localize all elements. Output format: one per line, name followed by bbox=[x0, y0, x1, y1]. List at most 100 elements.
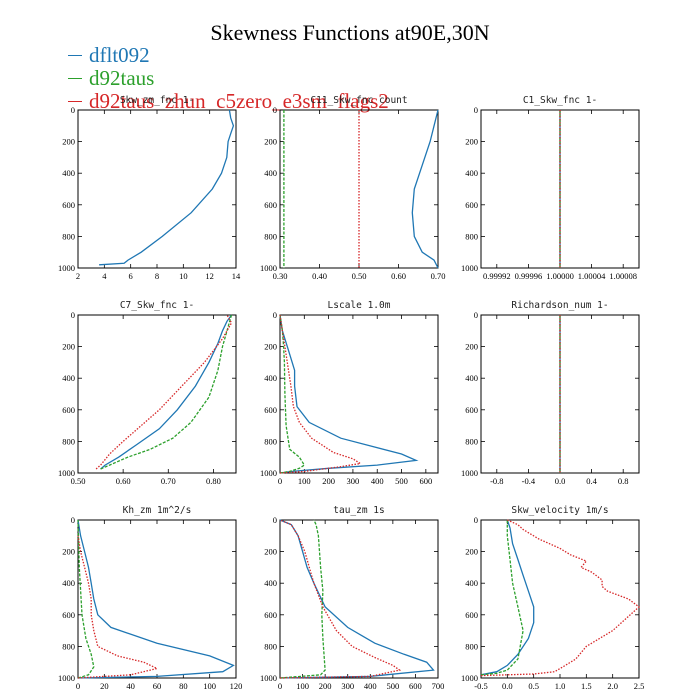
x-tick-label: 4 bbox=[102, 271, 107, 281]
x-tick-label: 14 bbox=[232, 271, 241, 281]
x-tick-label: 400 bbox=[364, 681, 377, 691]
x-tick-label: 0.0 bbox=[555, 476, 566, 486]
series-line bbox=[480, 519, 641, 677]
legend-entry: dflt092 bbox=[68, 44, 389, 67]
series-line bbox=[480, 520, 524, 676]
legend-entry: d92taus_zhun_c5zero_e3sm_flags2 bbox=[68, 90, 389, 113]
x-tick-label: 0.60 bbox=[116, 476, 131, 486]
legend-label: dflt092 bbox=[89, 43, 150, 67]
series-line bbox=[100, 314, 233, 470]
series-line bbox=[279, 519, 402, 679]
x-tick-label: 200 bbox=[319, 681, 332, 691]
plot-frame bbox=[77, 519, 237, 679]
x-tick-label: 0.0 bbox=[502, 681, 513, 691]
panel: Kh_zm 1m^2/s 0 20 40 60 80 100 120 0 200 400 600 800… bbox=[58, 505, 242, 691]
figure-title: Skewness Functions at90E,30N bbox=[210, 20, 490, 45]
y-tick-label: 200 bbox=[62, 342, 75, 352]
y-tick-label: 0 bbox=[474, 105, 478, 115]
legend-entry: d92taus bbox=[68, 67, 389, 90]
legend-label: d92taus bbox=[89, 66, 155, 90]
y-tick-label: 600 bbox=[264, 200, 277, 210]
x-tick-label: 600 bbox=[419, 476, 432, 486]
legend-line-swatch bbox=[68, 101, 82, 102]
x-tick-label: 0.80 bbox=[206, 476, 221, 486]
y-tick-label: 600 bbox=[264, 610, 277, 620]
x-tick-label: 1.00000 bbox=[546, 271, 574, 281]
y-tick-label: 600 bbox=[62, 405, 75, 415]
panel: Richardson_num 1- -0.8 -0.4 0.0 0.4 0.8 0 200 40… bbox=[461, 300, 640, 486]
series-line bbox=[480, 519, 535, 676]
x-tick-label: -0.4 bbox=[522, 476, 536, 486]
y-tick-label: 600 bbox=[465, 200, 478, 210]
y-tick-label: 1000 bbox=[58, 263, 75, 273]
panel-title: Skw_velocity 1m/s bbox=[511, 505, 608, 516]
y-tick-label: 0 bbox=[273, 105, 277, 115]
series-line bbox=[100, 314, 233, 470]
x-tick-label: 0.8 bbox=[618, 476, 629, 486]
y-tick-label: 200 bbox=[465, 137, 478, 147]
y-tick-label: 1000 bbox=[260, 263, 277, 273]
y-tick-label: 0 bbox=[273, 515, 277, 525]
y-tick-label: 800 bbox=[264, 436, 277, 446]
panel-title: C11_Skw_fnc count bbox=[310, 95, 407, 106]
x-tick-label: 1.00008 bbox=[609, 271, 637, 281]
series-line bbox=[77, 535, 159, 679]
panel: Skw_zm_fnc 1- 2 4 6 8 10 12 14 0 200 400 600 800 1000 bbox=[58, 95, 241, 281]
x-tick-label: 2.5 bbox=[634, 681, 645, 691]
y-tick-label: 400 bbox=[465, 373, 478, 383]
y-tick-label: 1000 bbox=[260, 468, 277, 478]
x-tick-label: -0.5 bbox=[474, 681, 487, 691]
y-tick-label: 600 bbox=[465, 610, 478, 620]
y-tick-label: 400 bbox=[264, 578, 277, 588]
x-tick-label: 400 bbox=[371, 476, 384, 486]
x-tick-label: 0.70 bbox=[161, 476, 176, 486]
y-tick-label: 200 bbox=[465, 547, 478, 557]
x-tick-label: 200 bbox=[322, 476, 335, 486]
x-tick-label: -0.8 bbox=[490, 476, 503, 486]
panel: tau_zm 1s 0 100 200 300 400 500 600 700 0 200 400 60… bbox=[260, 505, 444, 691]
x-tick-label: 100 bbox=[298, 476, 311, 486]
x-tick-label: 0.99996 bbox=[515, 271, 543, 281]
x-tick-label: 0 bbox=[278, 476, 282, 486]
x-tick-label: 0.4 bbox=[586, 476, 597, 486]
y-tick-label: 200 bbox=[264, 547, 277, 557]
x-tick-label: 8 bbox=[155, 271, 159, 281]
x-tick-label: 6 bbox=[129, 271, 133, 281]
y-tick-label: 1000 bbox=[260, 673, 277, 683]
x-tick-label: 20 bbox=[100, 681, 109, 691]
x-tick-label: 0.30 bbox=[273, 271, 288, 281]
panel: C1_Skw_fnc 1- 0.99992 0.99996 1.00000 1.0000… bbox=[461, 95, 640, 281]
panel: Lscale 1.0m 0 100 200 300 400 500 600 0 200 400 600… bbox=[260, 300, 439, 486]
series-line bbox=[77, 519, 95, 679]
series-line bbox=[279, 314, 419, 474]
y-tick-label: 400 bbox=[264, 168, 277, 178]
x-tick-label: 300 bbox=[347, 476, 360, 486]
y-tick-label: 200 bbox=[465, 342, 478, 352]
y-tick-label: 400 bbox=[62, 373, 75, 383]
y-tick-label: 600 bbox=[62, 200, 75, 210]
y-tick-label: 600 bbox=[264, 405, 277, 415]
y-tick-label: 600 bbox=[62, 610, 75, 620]
series-line bbox=[279, 519, 326, 679]
x-tick-label: 0.50 bbox=[71, 476, 86, 486]
panel-title: Skw_zm_fnc 1- bbox=[120, 95, 194, 106]
y-tick-label: 800 bbox=[465, 641, 478, 651]
x-tick-label: 1.00004 bbox=[578, 271, 606, 281]
panel-title: tau_zm 1s bbox=[333, 505, 384, 516]
plot-frame bbox=[480, 519, 640, 679]
y-tick-label: 1000 bbox=[58, 468, 75, 478]
x-tick-label: 10 bbox=[179, 271, 188, 281]
x-tick-label: 100 bbox=[296, 681, 309, 691]
series-line bbox=[279, 519, 435, 679]
x-tick-label: 600 bbox=[409, 681, 422, 691]
y-tick-label: 0 bbox=[474, 515, 478, 525]
series-line bbox=[279, 314, 306, 474]
x-tick-label: 300 bbox=[341, 681, 354, 691]
x-tick-label: 12 bbox=[205, 271, 214, 281]
legend-label: d92taus_zhun_c5zero_e3sm_flags2 bbox=[89, 89, 389, 113]
x-tick-label: 1.5 bbox=[581, 681, 592, 691]
x-tick-label: 2 bbox=[76, 271, 80, 281]
series-line bbox=[279, 314, 362, 474]
y-tick-label: 800 bbox=[264, 641, 277, 651]
y-tick-label: 400 bbox=[62, 168, 75, 178]
